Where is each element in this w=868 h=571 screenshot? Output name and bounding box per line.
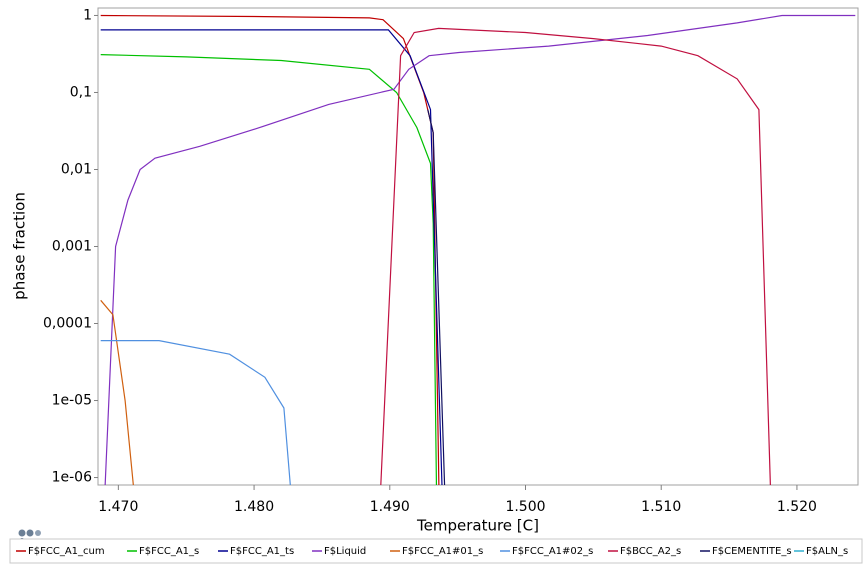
y-tick-label: 0,001 <box>52 239 92 255</box>
series-line <box>100 299 134 485</box>
y-tick-label: 0,01 <box>61 161 92 177</box>
legend-label: F$BCC_A2_s <box>620 546 681 557</box>
series-line <box>100 29 443 485</box>
x-axis-label: Temperature [C] <box>416 517 539 535</box>
legend <box>9 538 863 564</box>
x-tick-label: 1.480 <box>234 499 274 515</box>
y-tick-label: 0,0001 <box>43 316 92 332</box>
series-line <box>104 14 856 485</box>
series-line <box>100 54 438 485</box>
legend-label: F$Liquid <box>324 546 366 557</box>
plot-area <box>97 7 859 486</box>
legend-label: F$FCC_A1#01_s <box>402 546 483 557</box>
y-tick-label: 1e-05 <box>52 393 92 409</box>
legend-label: F$ALN_s <box>806 546 848 557</box>
y-tick-label: 1 <box>83 7 92 23</box>
series-line <box>380 27 771 485</box>
x-tick-label: 1.510 <box>641 499 681 515</box>
legend-label: F$FCC_A1_s <box>139 546 199 557</box>
series-line <box>427 109 446 485</box>
x-tick-label: 1.520 <box>777 499 817 515</box>
y-axis-label: phase fraction <box>11 192 29 300</box>
plot-lines <box>100 14 856 485</box>
y-tick-label: 0,1 <box>70 84 92 100</box>
legend-label: F$FCC_A1#02_s <box>512 546 593 557</box>
y-tick-label: 1e-06 <box>52 470 92 486</box>
legend-label: F$CEMENTITE_s <box>712 546 792 557</box>
legend-label: F$FCC_A1_cum <box>28 546 105 557</box>
x-tick-label: 1.500 <box>505 499 545 515</box>
series-line <box>100 340 291 485</box>
x-tick-label: 1.470 <box>98 499 138 515</box>
legend-label: F$FCC_A1_ts <box>230 546 294 557</box>
x-tick-label: 1.490 <box>370 499 410 515</box>
